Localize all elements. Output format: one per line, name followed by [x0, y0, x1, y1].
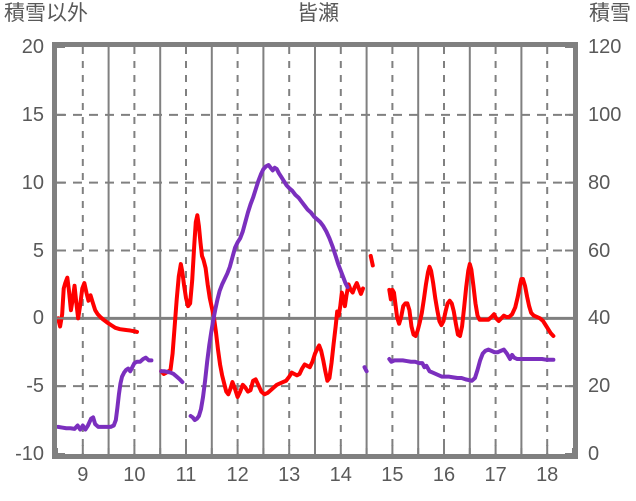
series-line-1	[368, 253, 375, 268]
y-right-tick-120: 120	[588, 36, 622, 58]
plot-inner	[57, 47, 573, 454]
data-series-group	[57, 163, 556, 432]
x-tick-16: 16	[432, 464, 456, 486]
y-left-tick--5: -5	[26, 375, 44, 398]
series-line-2	[387, 347, 556, 383]
x-tick-15: 15	[381, 464, 404, 486]
x-tick-9: 9	[77, 464, 89, 486]
y-right-tick-80: 80	[588, 171, 611, 194]
gridlines	[57, 47, 573, 454]
left-axis-title: 積雪以外	[4, 2, 88, 25]
chart-canvas	[57, 47, 573, 454]
y-left-tick-5: 5	[32, 239, 44, 262]
y-left-tick-20: 20	[21, 36, 44, 58]
series-line-2	[57, 355, 154, 432]
x-tick-10: 10	[123, 464, 146, 486]
x-tick-18: 18	[536, 464, 559, 486]
y-right-tick-60: 60	[588, 239, 611, 262]
series-line-1	[387, 262, 556, 338]
series-line-2	[362, 365, 369, 374]
series-line-1	[159, 213, 365, 400]
chart-title: 皆瀬	[297, 2, 339, 25]
series-line-2	[188, 163, 350, 423]
x-tick-17: 17	[484, 464, 507, 486]
x-tick-11: 11	[175, 464, 197, 486]
y-left-tick-10: 10	[21, 171, 44, 194]
right-axis-title: 積雪	[589, 2, 631, 25]
y-right-tick-0: 0	[588, 443, 600, 465]
x-tick-13: 13	[278, 464, 301, 486]
y-left-tick--10: -10	[15, 443, 44, 465]
y-right-tick-20: 20	[588, 375, 611, 398]
x-tick-12: 12	[226, 464, 249, 486]
series-line-1	[57, 275, 139, 334]
y-right-tick-100: 100	[588, 103, 622, 126]
series-line-2	[159, 369, 185, 385]
plot-area	[52, 42, 578, 459]
y-left-tick-15: 15	[21, 103, 44, 126]
x-tick-14: 14	[329, 464, 352, 486]
y-left-tick-0: 0	[32, 307, 44, 330]
y-right-tick-40: 40	[588, 307, 611, 330]
